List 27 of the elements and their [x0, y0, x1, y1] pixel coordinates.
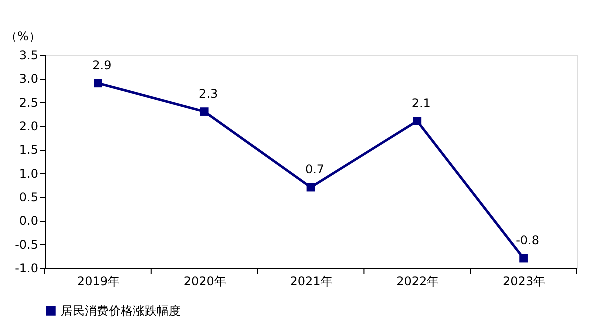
y-axis-title: （%） [6, 30, 41, 44]
data-label: -0.8 [516, 234, 540, 248]
y-tick-label: 3.5 [19, 48, 38, 62]
point [94, 79, 102, 88]
y-tick-label: 0.0 [19, 214, 38, 228]
y-tick-label: 0.5 [19, 190, 38, 204]
data-label: 0.7 [305, 162, 325, 177]
y-tick-label: -0.5 [15, 238, 38, 252]
x-tick-label: 2020年 [184, 274, 226, 288]
y-tick-label: 1.0 [19, 166, 38, 181]
legend-label: 居民消费价格涨跌幅度 [61, 304, 181, 318]
y-tick-label: 1.5 [19, 143, 38, 158]
x-tick-label: 2019年 [77, 274, 120, 288]
x-tick-label: 2021年 [290, 274, 333, 288]
x-tick-label: 2022年 [396, 274, 440, 288]
data-label: 2.9 [92, 58, 112, 72]
y-tick-label: 2.5 [19, 96, 38, 110]
y-tick-label: 3.0 [19, 72, 38, 86]
y-tick-label: 2.0 [19, 120, 38, 134]
point [200, 108, 209, 116]
point [306, 183, 316, 192]
data-label: 2.1 [412, 96, 431, 110]
point [413, 117, 422, 126]
point [520, 254, 528, 263]
data-label: 2.3 [199, 86, 218, 101]
x-tick-label: 2023年 [503, 274, 546, 288]
y-tick-label: -1.0 [15, 262, 38, 276]
